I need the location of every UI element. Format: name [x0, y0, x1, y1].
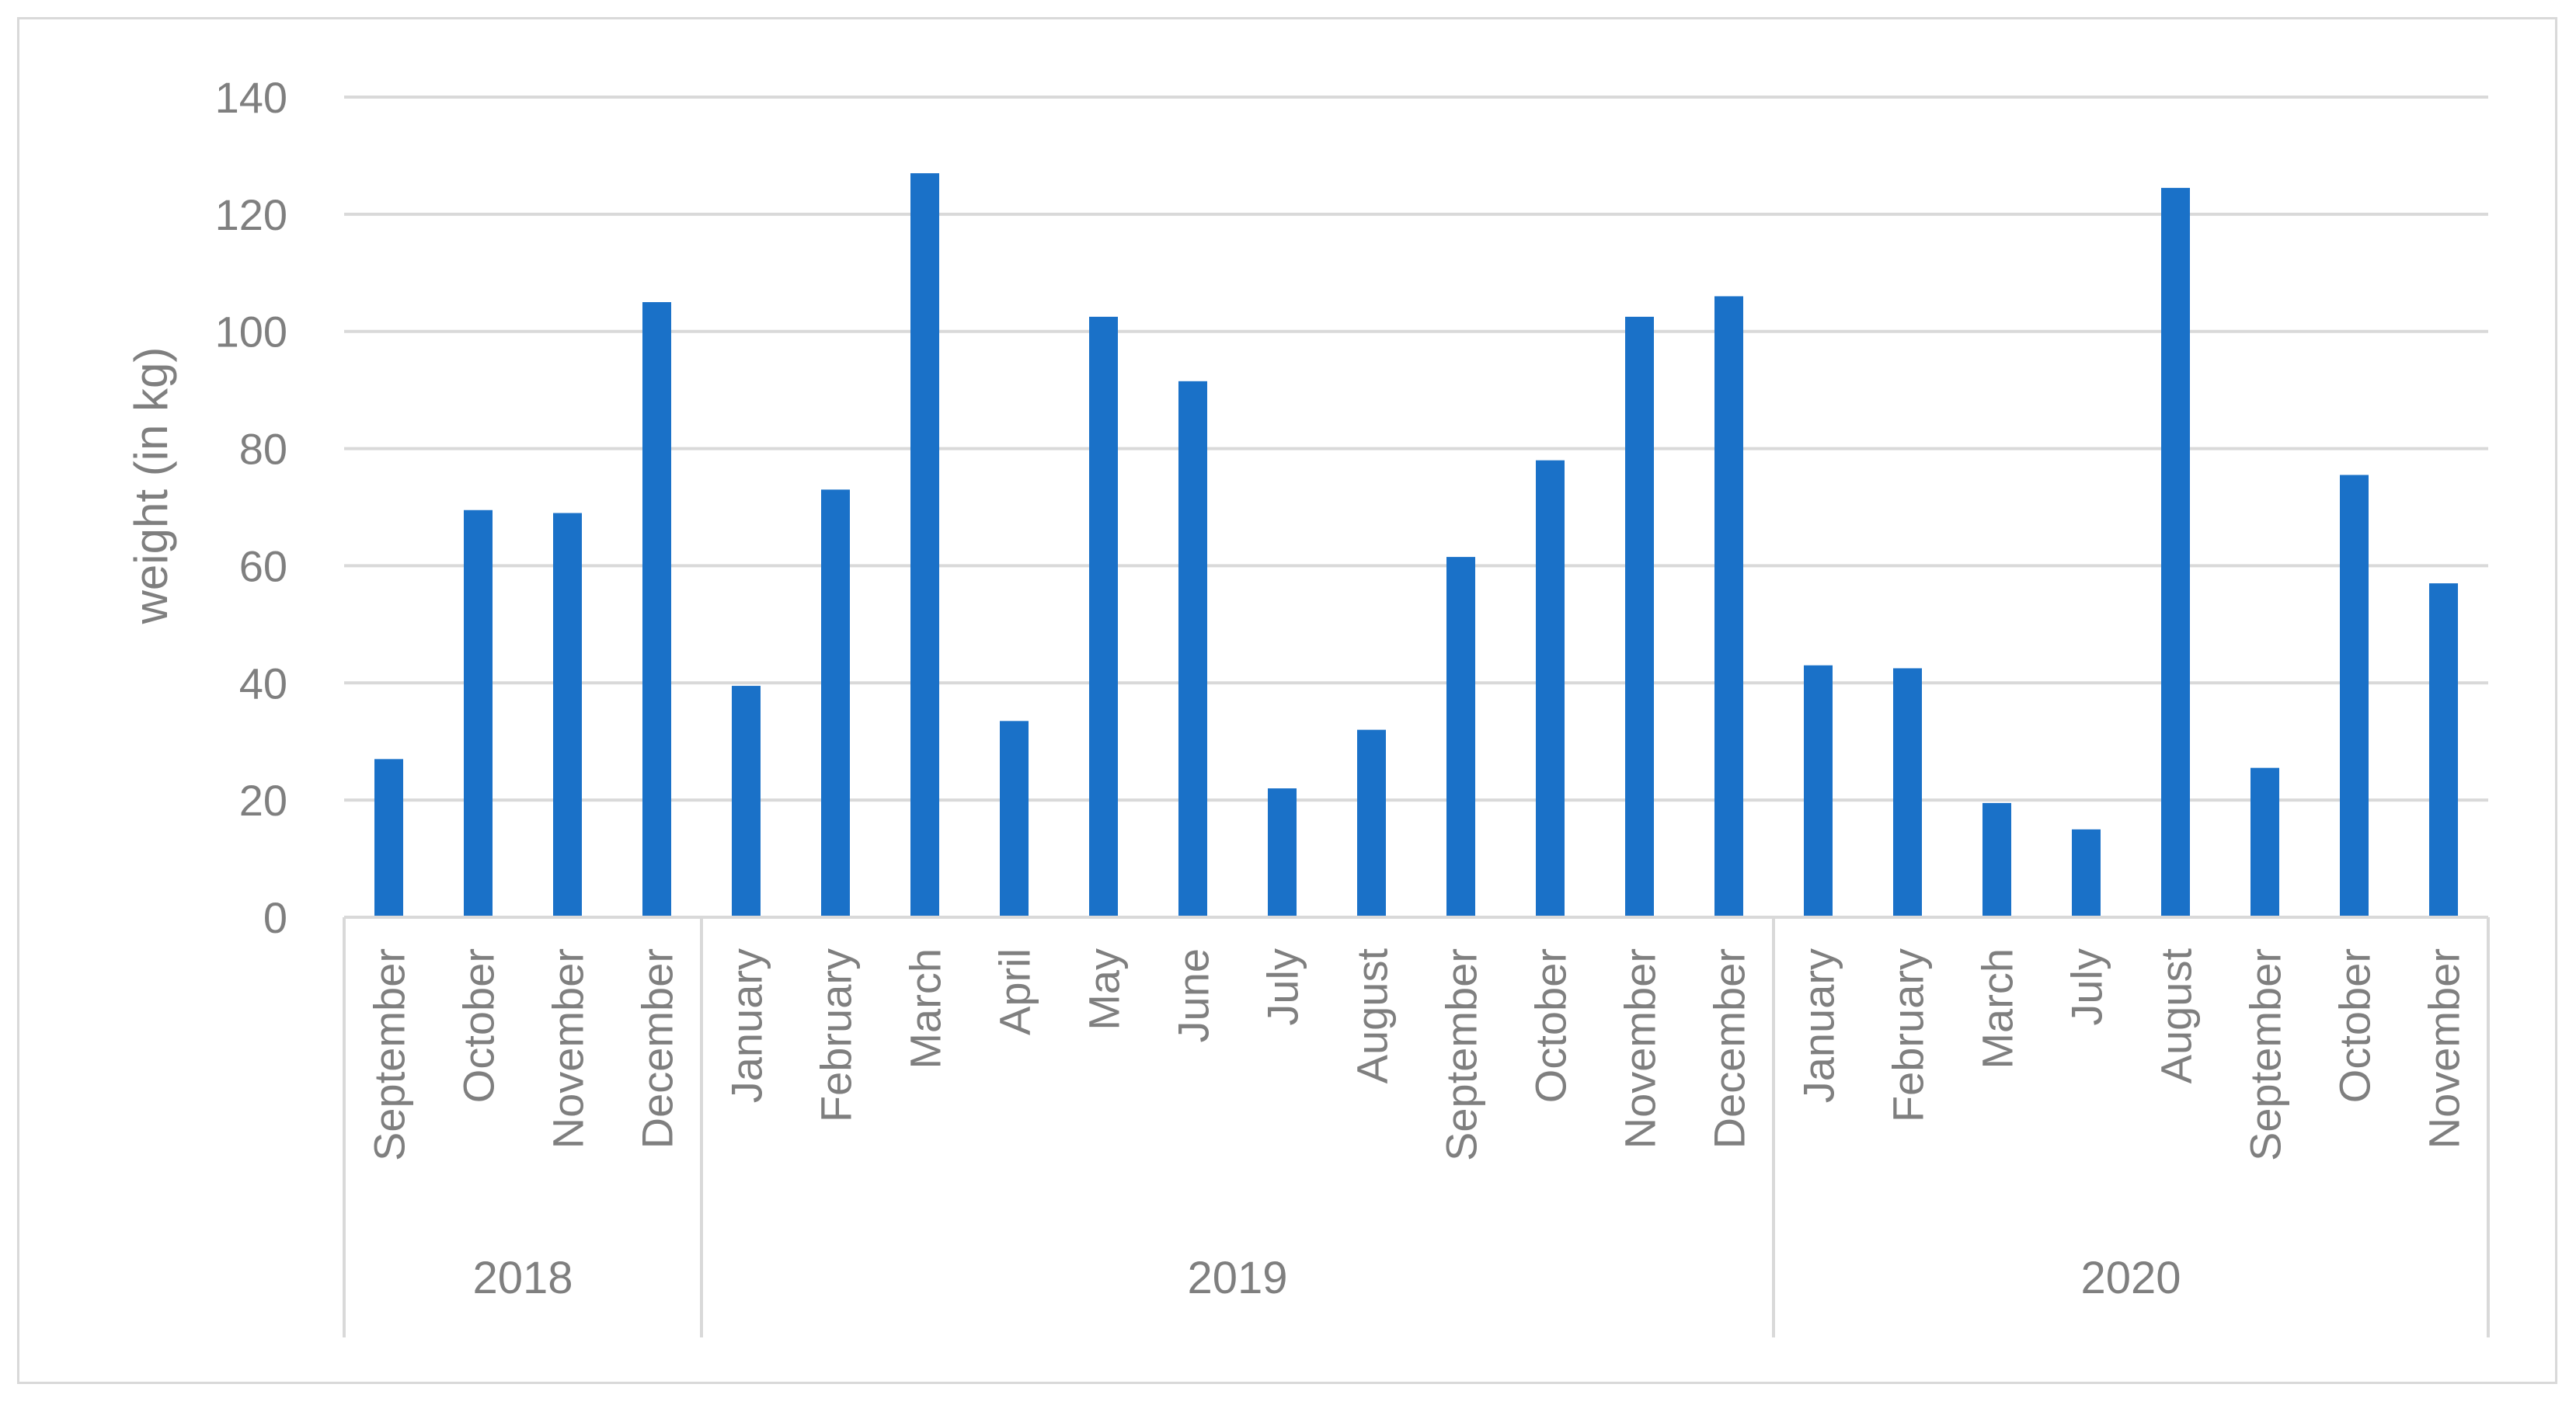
bar	[2161, 187, 2190, 917]
y-tick-label: 120	[215, 190, 287, 239]
bar	[464, 509, 493, 917]
category-label: May	[1080, 948, 1129, 1031]
bar	[374, 759, 403, 917]
category-label: September	[1437, 948, 1486, 1161]
group-label: 2019	[1187, 1253, 1287, 1303]
bar	[1893, 668, 1922, 917]
category-label: January	[1794, 948, 1843, 1103]
category-label: February	[1884, 948, 1933, 1122]
bar	[2251, 767, 2279, 917]
category-label: June	[1169, 948, 1218, 1042]
category-label: March	[901, 948, 950, 1069]
category-label: August	[1348, 948, 1397, 1084]
y-tick-label: 20	[239, 776, 287, 825]
bar	[1357, 729, 1386, 917]
category-label: July	[2063, 948, 2111, 1026]
bar	[821, 489, 850, 917]
y-tick-label: 60	[239, 541, 287, 590]
bar	[1536, 460, 1565, 917]
bar	[910, 173, 939, 918]
bar	[1089, 316, 1118, 917]
y-tick-label: 40	[239, 659, 287, 708]
category-labels: September October November December January F…	[365, 948, 2469, 1161]
bar	[1268, 788, 1297, 917]
category-label: October	[1526, 948, 1575, 1103]
group-labels: 2018 2019 2020	[472, 1253, 2181, 1303]
bar	[1446, 557, 1475, 917]
y-tick-label: 80	[239, 425, 287, 474]
bar	[642, 302, 671, 917]
category-label: September	[365, 948, 414, 1161]
bar	[553, 513, 582, 917]
bar	[1804, 665, 1833, 917]
category-label: September	[2241, 948, 2290, 1161]
category-label: August	[2152, 948, 2201, 1084]
bar	[1000, 721, 1029, 917]
category-label: July	[1258, 948, 1307, 1026]
category-label: April	[990, 948, 1039, 1035]
category-label: February	[812, 948, 861, 1122]
bar	[1625, 316, 1654, 917]
category-label: November	[544, 948, 593, 1149]
y-axis-ticks: 0 20 40 60 80 100 120 140	[215, 73, 287, 942]
group-label: 2020	[2080, 1253, 2181, 1303]
category-label: December	[1705, 948, 1754, 1149]
category-label: October	[2331, 948, 2379, 1103]
gridlines	[344, 96, 2488, 802]
bar	[2072, 829, 2101, 917]
category-label: October	[454, 948, 503, 1103]
y-axis-title: weight (in kg)	[125, 347, 177, 625]
chart-frame: 0 20 40 60 80 100 120 140 September October Novem…	[17, 17, 2557, 1384]
bar	[1714, 296, 1743, 917]
group-label: 2018	[472, 1253, 573, 1303]
bar	[732, 686, 761, 917]
bar-chart: 0 20 40 60 80 100 120 140 September October Novem…	[125, 73, 2490, 1337]
category-label: November	[2420, 948, 2469, 1149]
category-label: November	[1616, 948, 1665, 1149]
y-tick-label: 140	[215, 73, 287, 122]
bar	[1178, 381, 1207, 917]
category-label: January	[722, 948, 771, 1103]
y-tick-label: 0	[263, 893, 287, 942]
bar	[2429, 583, 2458, 917]
bar	[1982, 802, 2011, 917]
bars	[374, 173, 2458, 918]
y-tick-label: 100	[215, 308, 287, 356]
bar	[2340, 475, 2369, 917]
category-label: December	[633, 948, 682, 1149]
x-axis	[343, 916, 2490, 1337]
category-label: March	[1973, 948, 2022, 1069]
